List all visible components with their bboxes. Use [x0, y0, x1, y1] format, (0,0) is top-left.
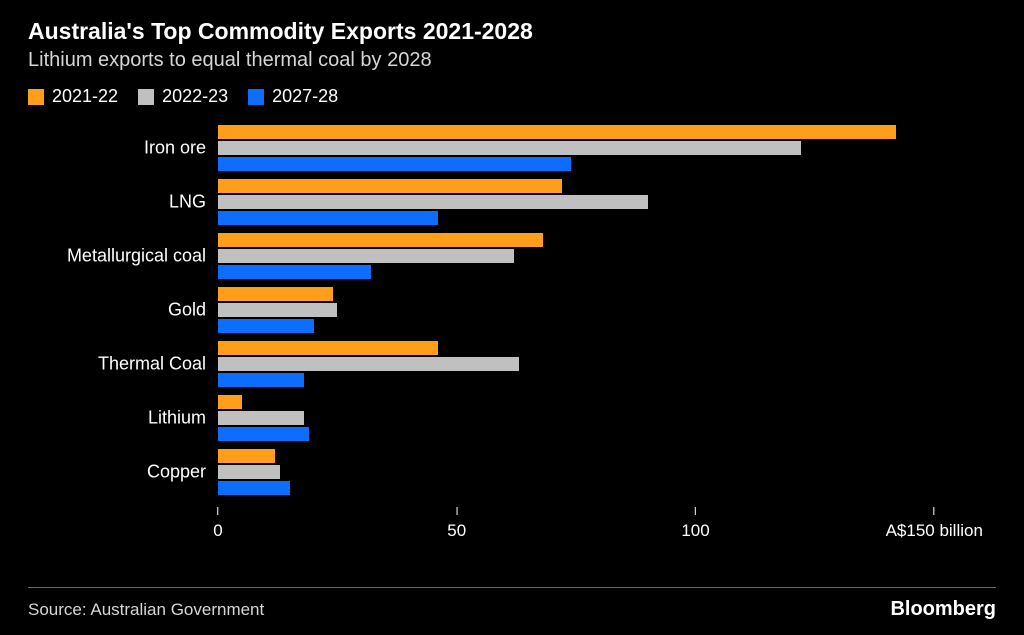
x-tick: A$150 billion	[886, 507, 983, 541]
tick-mark	[456, 507, 457, 515]
tick-mark	[218, 507, 219, 515]
tick-mark	[934, 507, 935, 515]
x-tick: 100	[681, 507, 709, 541]
chart-subtitle: Lithium exports to equal thermal coal by…	[28, 49, 996, 72]
category-label: Gold	[28, 300, 218, 321]
tick-label: 0	[213, 521, 222, 541]
x-tick: 50	[447, 507, 466, 541]
legend-swatch	[138, 89, 154, 105]
footer: Source: Australian Government Bloomberg	[28, 587, 996, 621]
tick-label: 50	[447, 521, 466, 541]
category-label: Copper	[28, 462, 218, 483]
x-axis: 050100A$150 billion	[218, 121, 982, 541]
x-tick: 0	[213, 507, 222, 541]
legend-label: 2022-23	[162, 86, 228, 107]
legend-swatch	[248, 89, 264, 105]
category-label: Lithium	[28, 408, 218, 429]
legend-swatch	[28, 89, 44, 105]
chart-title: Australia's Top Commodity Exports 2021-2…	[28, 18, 996, 45]
chart-area: Iron ore LNG Metallurgical coal Gold Thermal…	[28, 121, 996, 541]
legend-label: 2021-22	[52, 86, 118, 107]
brand-logo: Bloomberg	[890, 598, 996, 621]
source-text: Source: Australian Government	[28, 600, 264, 620]
category-label: Iron ore	[28, 138, 218, 159]
tick-label: 100	[681, 521, 709, 541]
legend-item: 2027-28	[248, 86, 338, 107]
legend-label: 2027-28	[272, 86, 338, 107]
tick-mark	[695, 507, 696, 515]
tick-label: A$150 billion	[886, 521, 983, 541]
category-label: Thermal Coal	[28, 354, 218, 375]
category-label: LNG	[28, 192, 218, 213]
legend-item: 2021-22	[28, 86, 118, 107]
category-label: Metallurgical coal	[28, 246, 218, 267]
legend-item: 2022-23	[138, 86, 228, 107]
legend: 2021-22 2022-23 2027-28	[28, 86, 996, 107]
